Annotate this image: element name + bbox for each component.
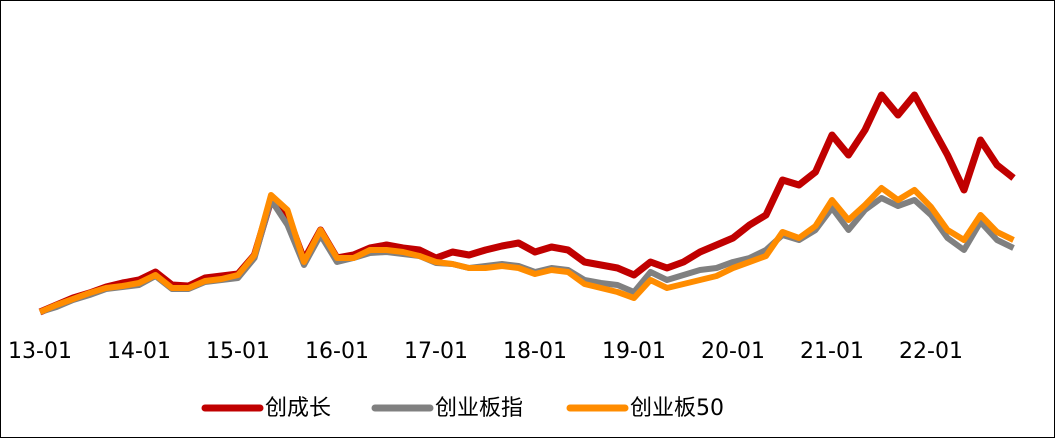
x-tick-label: 15-01 [206, 339, 270, 364]
legend-label: 创业板指 [435, 396, 523, 421]
x-tick-label: 16-01 [305, 339, 369, 364]
x-tick-label: 13-01 [8, 339, 72, 364]
legend-label: 创业板50 [630, 396, 724, 421]
x-tick-label: 22-01 [899, 339, 963, 364]
x-tick-label: 19-01 [602, 339, 666, 364]
x-tick-label: 20-01 [701, 339, 765, 364]
x-tick-label: 21-01 [800, 339, 864, 364]
legend-label: 创成长 [265, 396, 331, 421]
x-tick-label: 18-01 [503, 339, 567, 364]
x-tick-label: 17-01 [404, 339, 468, 364]
series-line [38, 185, 1015, 315]
x-tick-label: 14-01 [107, 339, 171, 364]
